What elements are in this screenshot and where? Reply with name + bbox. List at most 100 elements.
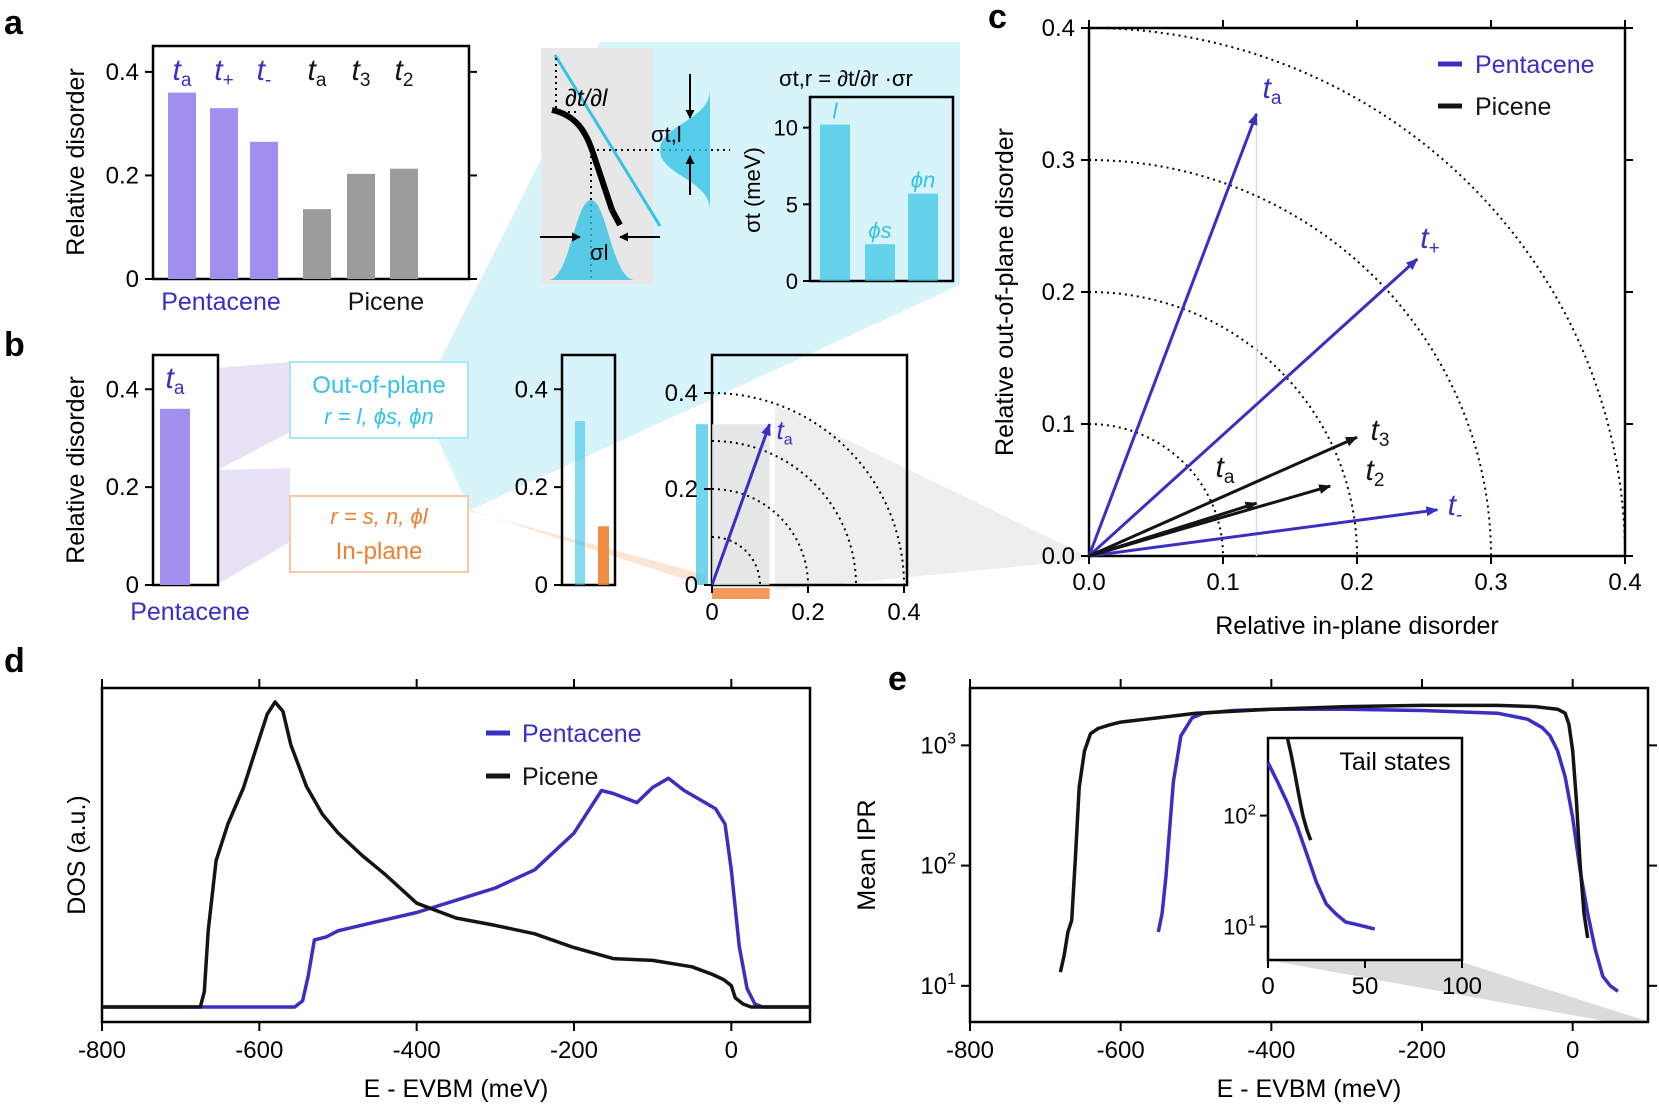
panel-e-inset-title: Tail states <box>1339 748 1450 776</box>
quadrant-xtick-label-0.2: 0.2 <box>791 599 824 626</box>
gaussian-right <box>660 90 710 210</box>
panel-d-plot: -800 -600 -400 -200 0 <box>78 679 810 1064</box>
ytick-label-0.2: 0.2 <box>106 162 139 189</box>
panel-e-plot: -800 -600 -400 -200 0 101 102 103 <box>920 679 1657 1064</box>
bar-label-picene-1: t3 <box>352 54 371 91</box>
inset-xtick-label-50: 50 <box>1352 973 1379 1000</box>
panel-b-decomp-ticks: 0 0.2 0.4 <box>515 376 562 599</box>
bar-label-pentacene-1: t+ <box>214 54 233 91</box>
sigma-tl-label: σt,l <box>651 122 682 147</box>
vector-pentacene-2 <box>1088 506 1439 558</box>
panel-b-quadrant: ta 0 0.2 0.4 0 0.2 0.4 <box>665 380 921 626</box>
quadrant-circle-0.3 <box>711 440 857 586</box>
bar-label-picene-2: t2 <box>395 54 414 91</box>
ytick-label-100: 102 <box>920 851 956 880</box>
out-of-plane-box <box>289 361 469 439</box>
line-pentacene <box>1156 707 1619 993</box>
quadrant-xtick-label-0.4: 0.4 <box>887 599 920 626</box>
panel-d-legend-picene: Picene <box>522 763 598 791</box>
panel-a-bars: ta t+ t-ta t3 t2 <box>168 54 418 279</box>
panel-e-inset-plot: 0 50 100 101 102 <box>1223 737 1482 1000</box>
panel-a-ticks: 0 0.2 0.4 <box>106 59 477 293</box>
line-picene <box>102 700 810 1009</box>
xtick-label-0: 0 <box>1566 1037 1579 1064</box>
panel-b-ticks: 0 0.2 0.4 <box>106 376 153 599</box>
quadrant-bar-in-plane <box>712 588 770 599</box>
xtick-label--600: -600 <box>235 1037 283 1064</box>
panel-c-ylabel: Relative out-of-plane disorder <box>991 128 1019 456</box>
inset-line-picene <box>1285 737 1313 841</box>
ytick-label-10: 101 <box>920 971 956 1000</box>
inset-xtick-label-100: 100 <box>1442 973 1482 1000</box>
xtick-label--600: -600 <box>1097 1037 1145 1064</box>
panel-b-bar-ta <box>160 408 190 585</box>
bar-pentacene-1 <box>210 108 238 279</box>
bar-picene-0 <box>303 209 331 279</box>
ytick-label-0.4: 0.4 <box>106 59 139 86</box>
panel-b: ta 0 0.2 0.4 Relative disorder Pentacene O… <box>62 353 921 626</box>
bar-label-pentacene-0: ta <box>173 54 192 91</box>
in-plane-params: r = s, n, ϕl <box>330 504 428 529</box>
xtick-label--400: -400 <box>1247 1037 1295 1064</box>
panel-e-inset-frame <box>1266 736 1464 962</box>
panel-letter-a: a <box>4 4 24 42</box>
xtick-label--800: -800 <box>78 1037 126 1064</box>
inset-ytick-label-0: 0 <box>786 269 798 294</box>
bar-picene-1 <box>347 173 375 279</box>
vector-label-picene-0: ta <box>1216 451 1235 488</box>
panel-b-ylabel: Relative disorder <box>62 376 90 564</box>
decomp-ytick-label-0.4: 0.4 <box>515 376 548 403</box>
panel-d-xlabel: E - EVBM (meV) <box>364 1075 549 1103</box>
xtick-label--200: -200 <box>1398 1037 1446 1064</box>
inset-bar-label-1: ϕs <box>868 218 891 243</box>
quadrant-ytick-label-0.4: 0.4 <box>665 380 698 407</box>
inset-bar-label-0: l <box>833 99 839 124</box>
quadrant-ytick-label-0.2: 0.2 <box>665 476 698 503</box>
xtick-label--200: -200 <box>550 1037 598 1064</box>
zoom-wedge-orange <box>466 510 706 586</box>
inset-xtick-label-0: 0 <box>1261 973 1274 1000</box>
inset-ytick-label-10: 10 <box>774 116 798 141</box>
panel-letter-c: c <box>988 0 1007 36</box>
vector-label-pentacene-2: t- <box>1448 489 1463 526</box>
inset-ylabel: σt (meV) <box>740 147 765 233</box>
xtick-label-0.3: 0.3 <box>1474 569 1507 596</box>
vector-pentacene-1 <box>1087 257 1419 558</box>
in-plane-box <box>289 495 469 573</box>
circle-0.1 <box>1088 423 1224 557</box>
inset-ytick-label-5: 5 <box>786 192 798 217</box>
bar-pentacene-0 <box>168 92 196 279</box>
sigma-l-label: σl <box>590 240 608 265</box>
xtick-label-0.2: 0.2 <box>1340 569 1373 596</box>
inset-formula: σt,r = ∂t/∂r ·σr <box>779 66 913 91</box>
ytick-label-0.3: 0.3 <box>1042 147 1075 174</box>
vector-pentacene-0 <box>1087 112 1258 557</box>
ytick-label-0: 0.0 <box>1042 543 1075 570</box>
panel-c: 0.00.0 0.1 0.1 0.2 0.2 0.3 0.3 0.4 0.4 ta t+ t-ta t3… <box>991 15 1642 640</box>
schematic-molecule-blue <box>553 54 662 227</box>
vector-label-picene-2: t2 <box>1366 454 1385 491</box>
panel-letter-e: e <box>888 660 907 698</box>
ytick-label-0.2: 0.2 <box>1042 279 1075 306</box>
panel-a-group-pentacene: Pentacene <box>161 288 281 316</box>
quadrant-ytick-label-0: 0 <box>685 572 698 599</box>
inset-bar-0 <box>820 124 850 281</box>
panel-a-ylabel: Relative disorder <box>62 68 90 256</box>
bar-pentacene-2 <box>250 141 278 279</box>
inset-ytick-label-100: 102 <box>1223 802 1256 829</box>
panel-letter-d: d <box>4 642 25 680</box>
circle-0.2 <box>1088 291 1358 557</box>
ytick-label-0: 0 <box>126 266 139 293</box>
quadrant-vector-ta <box>710 423 772 586</box>
schematic-molecule-tail <box>609 208 623 227</box>
panel-letter-b: b <box>4 326 25 364</box>
decomp-ytick-label-0: 0 <box>535 572 548 599</box>
decomp-bar-in-plane <box>598 526 609 585</box>
panel-d: -800 -600 -400 -200 0 DOS (a.u.) E - EVBM (m… <box>63 679 812 1103</box>
quadrant-circle-0.4 <box>711 392 905 586</box>
dt-dl-label: ∂t/∂l <box>565 85 608 112</box>
inset-line-pentacene <box>1266 761 1376 931</box>
circle-0.4 <box>1088 27 1626 557</box>
panel-b-bar: ta <box>160 362 190 585</box>
